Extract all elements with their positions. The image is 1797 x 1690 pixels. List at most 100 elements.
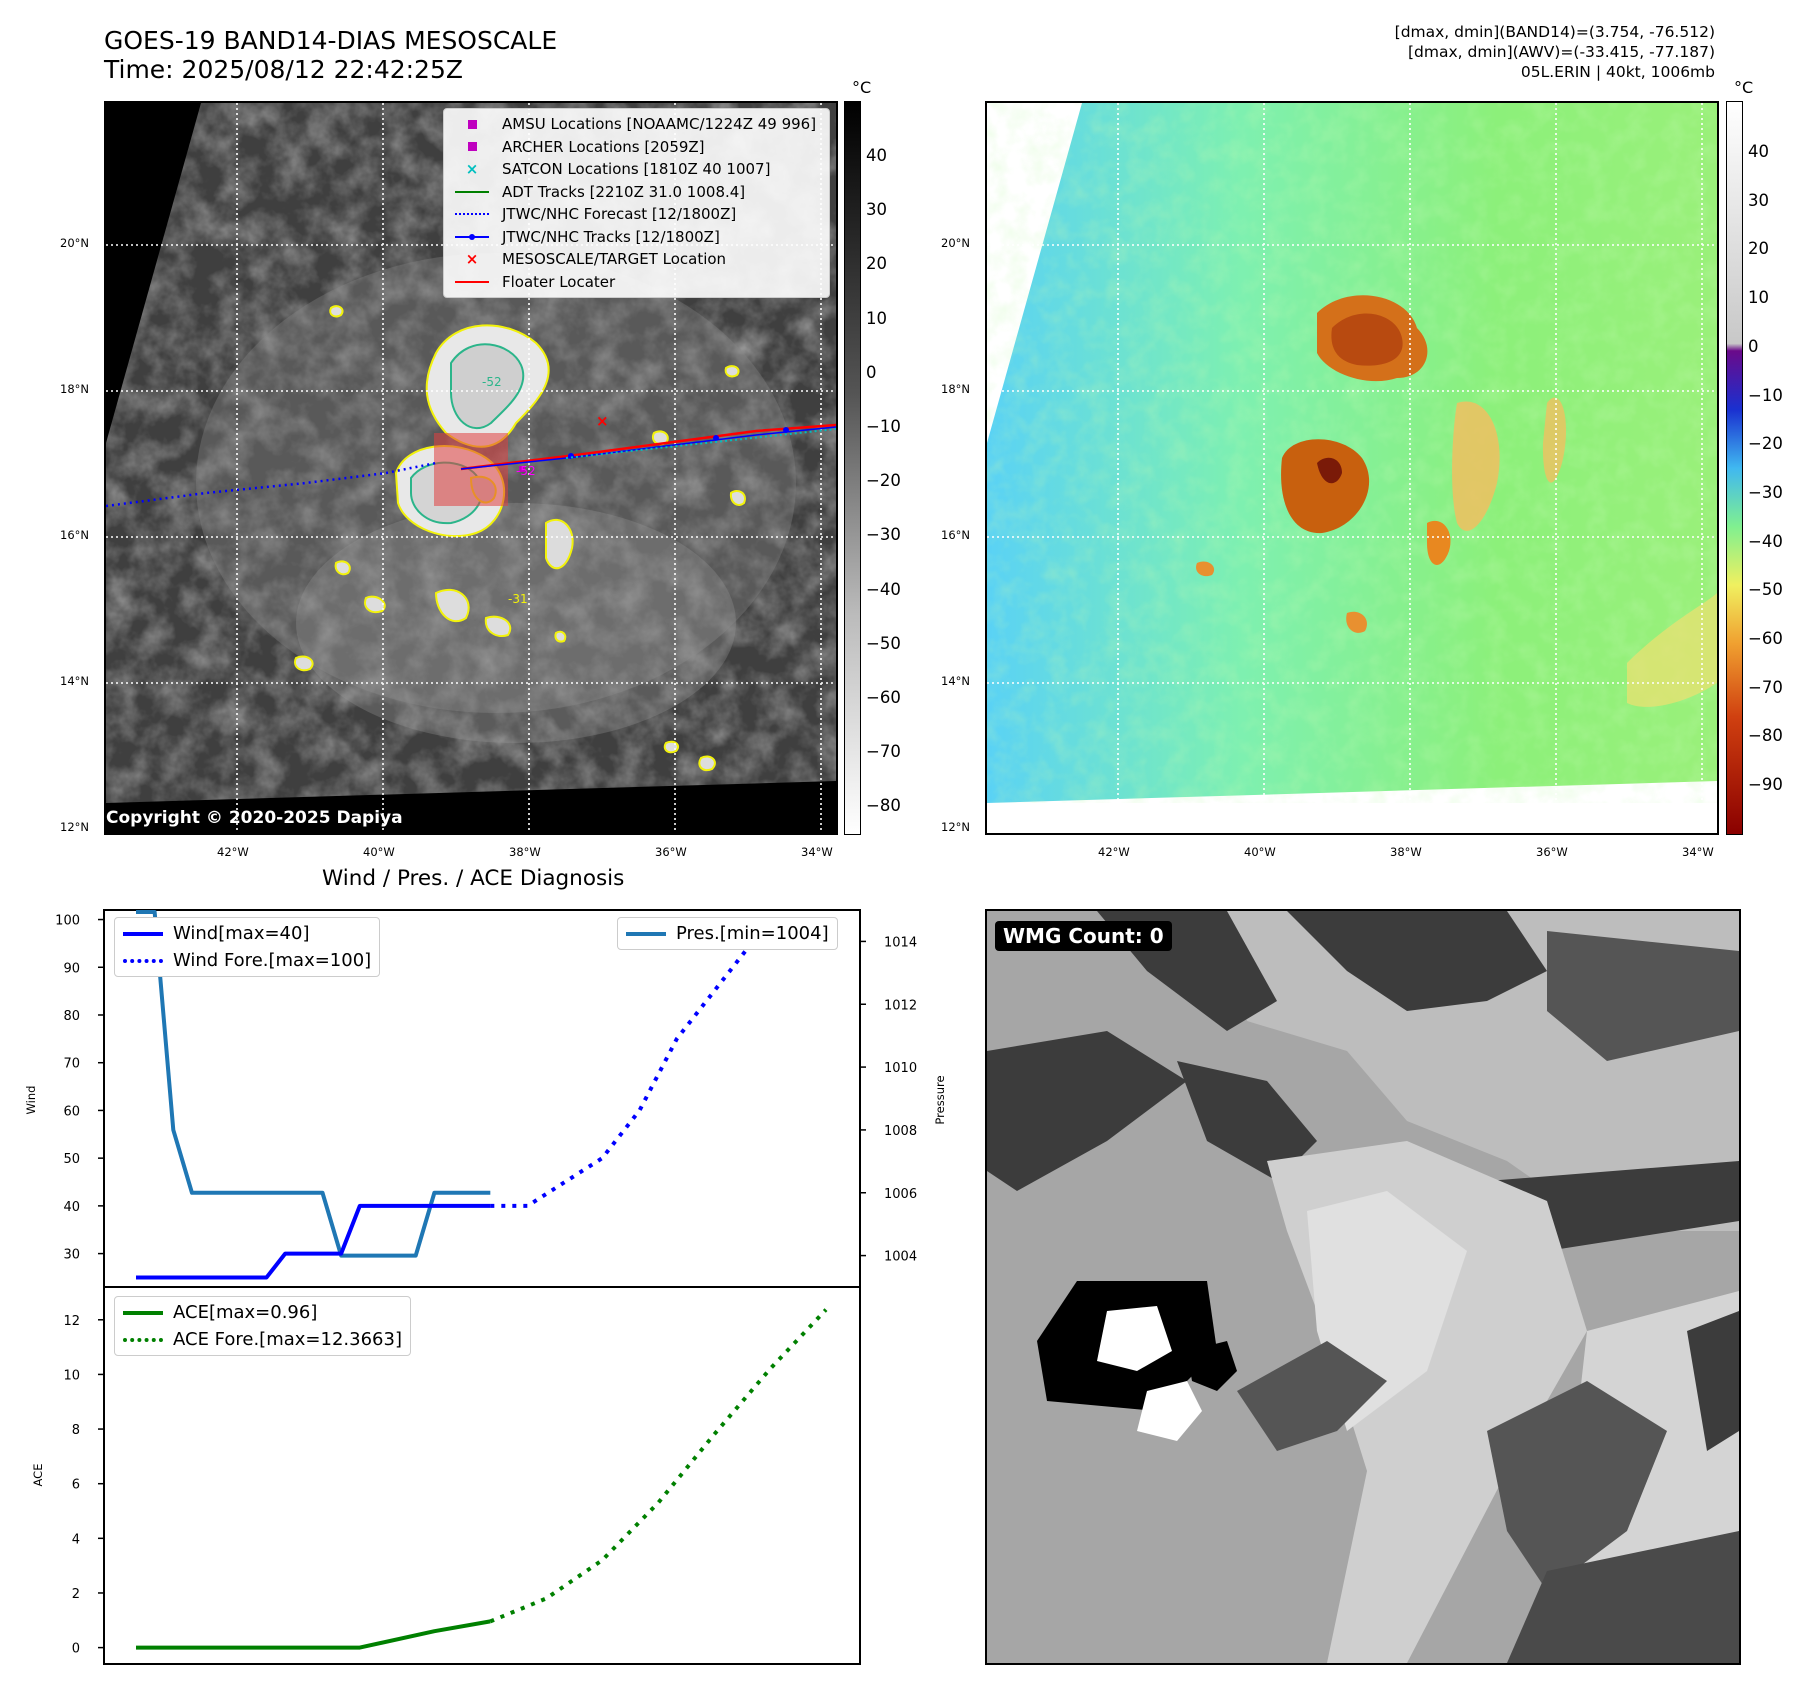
pressure-tick-label: 1010 [884, 1061, 917, 1076]
lon-label-34: 34°W [801, 845, 833, 859]
awv-map-imagery [987, 103, 1717, 833]
awv-lon-label-42: 42°W [1098, 845, 1130, 859]
diagnosis-title: Wind / Pres. / ACE Diagnosis [322, 866, 625, 891]
line-icon [455, 190, 489, 193]
contour-label-2: -31 [508, 592, 528, 606]
contour-label-3: -52 [516, 464, 536, 478]
left-cbar-tick: 0 [866, 362, 877, 382]
right-cbar-tick: 20 [1748, 239, 1769, 259]
right-cbar-tick: 0 [1748, 336, 1759, 356]
ace-axis-label: ACE [31, 1464, 45, 1487]
pressure-tick-label: 1006 [884, 1187, 917, 1202]
pressure-legend-actual: Pres.[min=1004] [626, 920, 829, 947]
wmg-imagery [987, 911, 1739, 1663]
map-legend: AMSU Locations [NOAAMC/1224Z 49 996] ARC… [443, 108, 830, 298]
wind-y-ticks: 30 40 50 60 70 80 90 100 [55, 914, 104, 1263]
title-line-1: GOES-19 BAND14-DIAS MESOSCALE [104, 26, 558, 55]
wind-tick-label: 100 [55, 914, 80, 929]
ace-line [136, 1619, 491, 1650]
legend-archer: ARCHER Locations [2059Z] [452, 136, 821, 159]
left-cbar-tick: −70 [866, 742, 901, 762]
contour-label-1: -52 [482, 375, 502, 389]
info-line-1: [dmax, dmin](BAND14)=(3.754, -76.512) [1394, 23, 1715, 41]
wind-tick-label: 80 [63, 1009, 80, 1024]
floater-line [460, 423, 836, 471]
dotted-line-icon [455, 213, 489, 216]
ace-legend-actual: ACE[max=0.96] [123, 1299, 402, 1326]
title-line-2: Time: 2025/08/12 22:42:25Z [104, 55, 463, 84]
left-cbar-tick: −10 [866, 417, 901, 436]
left-cbar-tick: 30 [866, 200, 887, 220]
legend-forecast: JTWC/NHC Forecast [12/1800Z] [452, 203, 821, 226]
right-cbar-tick: −10 [1748, 385, 1783, 405]
square-icon [467, 142, 477, 152]
lon-label-42: 42°W [217, 845, 249, 859]
ace-y-ticks: 0 2 4 6 8 10 12 [63, 1314, 104, 1657]
pressure-y-ticks: 1004 1006 1008 1010 1012 1014 [860, 935, 917, 1265]
wmg-panel [985, 909, 1741, 1665]
pressure-line [136, 910, 491, 1258]
awv-map-panel [985, 101, 1719, 835]
right-cbar-tick: 40 [1748, 142, 1769, 161]
lat-label-20: 20°N [60, 236, 89, 250]
left-cbar-tick: 40 [866, 146, 887, 165]
dotted-line-icon [123, 958, 163, 963]
jtwc-track [460, 426, 836, 470]
left-cbar-tick: −30 [866, 525, 901, 545]
dmax-info: [dmax, dmin](BAND14)=(3.754, -76.512) [d… [1395, 22, 1715, 82]
left-cbar-unit: °C [852, 78, 872, 97]
ace-tick-label: 8 [72, 1423, 80, 1438]
right-cbar-tick: −60 [1748, 629, 1783, 648]
awv-lat-label-18: 18°N [941, 382, 970, 396]
right-cbar-unit: °C [1734, 78, 1754, 97]
square-icon [467, 119, 477, 129]
ace-tick-label: 12 [63, 1314, 80, 1329]
series-layer [136, 910, 828, 1650]
pressure-tick-label: 1008 [884, 1124, 917, 1139]
wind-legend: Wind[max=40] Wind Fore.[max=100] [114, 917, 381, 977]
ace-tick-label: 4 [72, 1532, 80, 1547]
ace-legend: ACE[max=0.96] ACE Fore.[max=12.3663] [114, 1296, 411, 1356]
line-icon [626, 931, 666, 936]
awv-map-gridlines [987, 103, 1717, 833]
left-cbar-tick: −50 [866, 633, 901, 653]
ace-tick-label: 2 [72, 1587, 80, 1602]
pressure-axis-label: Pressure [933, 1075, 947, 1124]
right-cbar-tick: 10 [1748, 288, 1769, 308]
lon-label-40: 40°W [363, 845, 395, 859]
awv-lon-label-40: 40°W [1244, 845, 1276, 859]
forecast-track [106, 461, 437, 508]
left-cbar-tick: −80 [866, 796, 901, 816]
legend-target: × MESOSCALE/TARGET Location [452, 248, 821, 271]
legend-floater: Floater Locater [452, 271, 821, 294]
wind-legend-forecast: Wind Fore.[max=100] [123, 947, 371, 974]
left-cbar-tick: 20 [866, 254, 887, 274]
awv-lon-label-34: 34°W [1682, 845, 1714, 859]
left-cbar-tick: 10 [866, 308, 887, 328]
lat-label-12: 12°N [60, 820, 89, 834]
wind-tick-label: 60 [63, 1104, 80, 1119]
x-icon: × [465, 250, 479, 268]
awv-lon-label-36: 36°W [1536, 845, 1568, 859]
wind-tick-label: 30 [63, 1248, 80, 1263]
lon-label-38: 38°W [509, 845, 541, 859]
pressure-tick-label: 1014 [884, 935, 917, 950]
left-colorbar [844, 101, 861, 835]
dotted-line-icon [123, 1337, 163, 1342]
ace-tick-label: 6 [72, 1478, 80, 1493]
legend-tracks: JTWC/NHC Tracks [12/1800Z] [452, 226, 821, 249]
x-icon: × [465, 160, 479, 178]
awv-lat-label-14: 14°N [941, 674, 970, 688]
info-line-2: [dmax, dmin](AWV)=(-33.415, -77.187) [1408, 43, 1715, 61]
wind-tick-label: 50 [63, 1152, 80, 1167]
ace-tick-label: 0 [72, 1642, 80, 1657]
info-line-3: 05L.ERIN | 40kt, 1006mb [1520, 63, 1715, 81]
lat-label-14: 14°N [60, 674, 89, 688]
awv-lon-label-38: 38°W [1390, 845, 1422, 859]
line-icon [123, 1310, 163, 1315]
ace-tick-label: 10 [63, 1368, 80, 1383]
legend-adt: ADT Tracks [2210Z 31.0 1008.4] [452, 181, 821, 204]
figure-title: GOES-19 BAND14-DIAS MESOSCALE Time: 2025… [104, 26, 557, 84]
right-cbar-tick: −20 [1748, 434, 1783, 454]
